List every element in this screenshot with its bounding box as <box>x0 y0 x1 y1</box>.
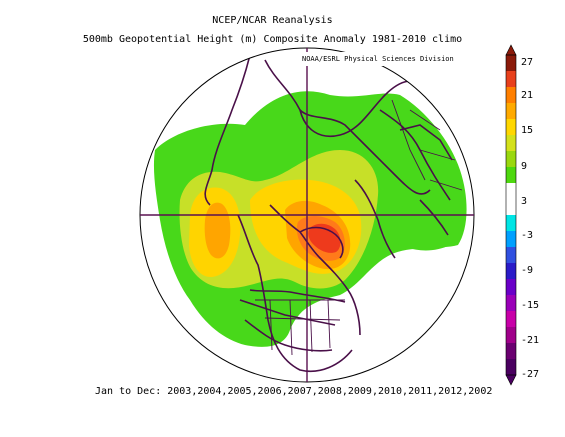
colorbar-segment <box>506 135 516 152</box>
colorbar-segment <box>506 343 516 360</box>
political-borders <box>255 99 463 356</box>
colorbar-segment <box>506 327 516 344</box>
colorbar-label-15: 15 <box>521 125 534 136</box>
colorbar-label-27: 27 <box>521 57 534 68</box>
colorbar-segment <box>506 199 516 216</box>
colorbar-segment <box>506 71 516 88</box>
date-range-caption: Jan to Dec: 2003,2004,2005,2006,2007,200… <box>95 386 493 397</box>
colorbar-segment <box>506 55 516 72</box>
colorbar-label-9: 9 <box>521 161 528 172</box>
map-credit: NOAA/ESRL Physical Sciences Division <box>302 55 454 63</box>
colorbar-segment <box>506 263 516 280</box>
colorbar-segment <box>506 231 516 248</box>
colorbar-segment <box>506 87 516 104</box>
colorbar-segment <box>506 151 516 168</box>
anomaly-red-core <box>308 223 341 253</box>
credit-box <box>298 52 476 66</box>
colorbar-segment <box>506 215 516 232</box>
colorbar-top-arrow <box>505 44 517 56</box>
colorbar-segment <box>506 295 516 312</box>
colorbar-segment <box>506 119 516 136</box>
map-subtitle: 500mb Geopotential Height (m) Composite … <box>82 34 463 45</box>
colorbar-segment <box>506 167 516 184</box>
colorbar-label-neg9: -9 <box>521 265 534 276</box>
colorbar-label-21: 21 <box>521 90 534 101</box>
colorbar-label-3: 3 <box>521 196 528 207</box>
colorbar-segment <box>506 311 516 328</box>
colorbar-label-neg27: -27 <box>521 369 540 380</box>
map-title: NCEP/NCAR Reanalysis <box>212 15 333 26</box>
colorbar-segments <box>506 55 516 376</box>
colorbar-label-neg21: -21 <box>521 335 540 346</box>
coastlines <box>204 54 453 372</box>
colorbar-segment <box>506 183 516 200</box>
colorbar-label-neg15: -15 <box>521 300 540 311</box>
colorbar-segment <box>506 359 516 376</box>
colorbar-segment <box>506 103 516 120</box>
anomaly-orange-pacific <box>204 202 231 259</box>
colorbar-bottom-arrow <box>505 374 517 386</box>
colorbar-frame <box>505 54 517 376</box>
colorbar-segment <box>506 247 516 264</box>
colorbar-segment <box>506 279 516 296</box>
colorbar-label-neg3: -3 <box>521 230 534 241</box>
